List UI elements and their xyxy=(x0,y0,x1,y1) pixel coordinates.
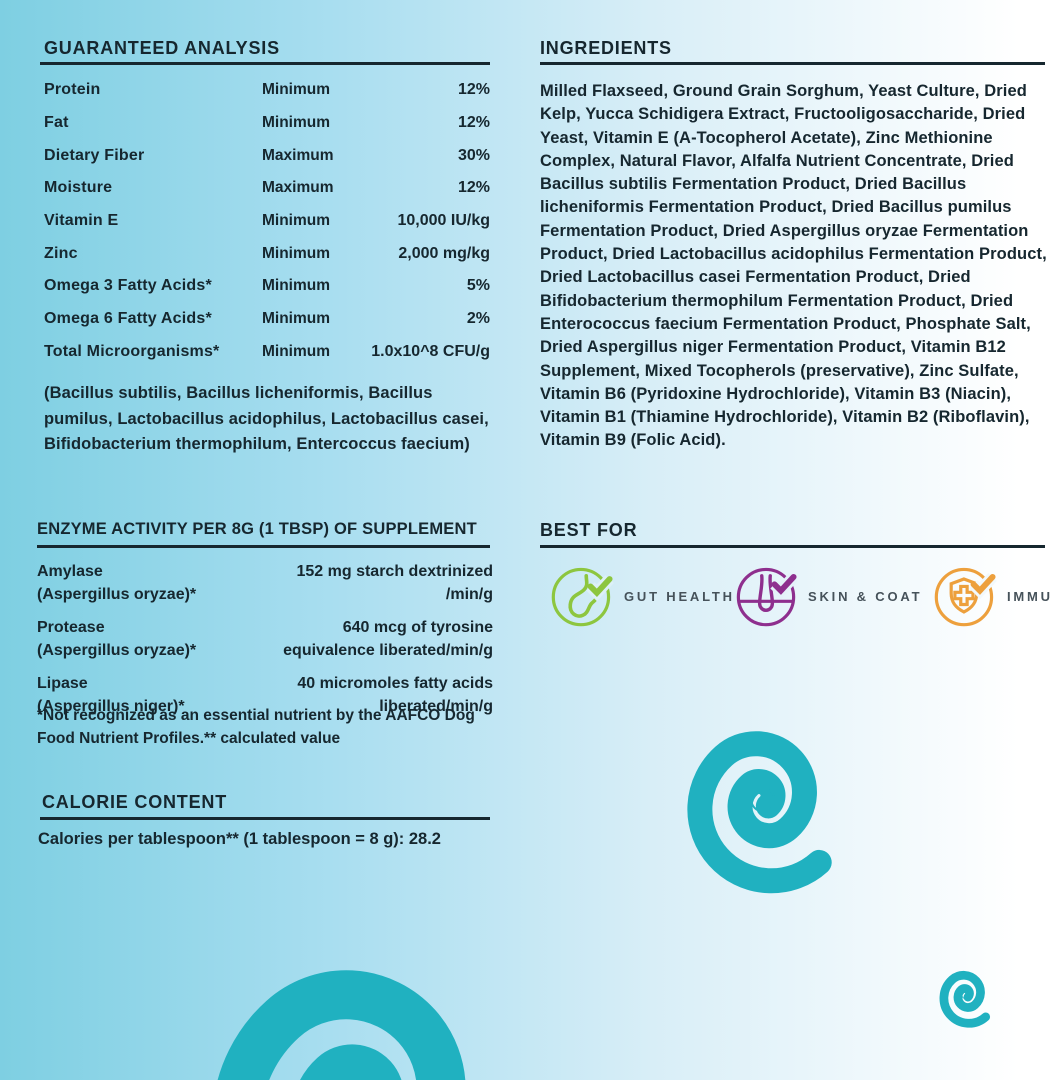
nutrient-qualifier: Minimum xyxy=(262,277,331,295)
divider xyxy=(37,545,490,548)
nutrient-value: 12% xyxy=(457,81,490,99)
table-row: Fat Minimum 12% xyxy=(44,107,490,140)
nutrient-value: 2% xyxy=(466,310,490,328)
nutrient-value: 5% xyxy=(466,277,490,295)
nutrient-qualifier: Minimum xyxy=(262,81,331,99)
shield-cross-check-icon xyxy=(934,567,997,627)
best-for-title: BEST FOR xyxy=(540,520,638,540)
enzyme-source: (Aspergillus oryzae)* xyxy=(37,642,197,659)
best-for-label: SKIN & COAT xyxy=(808,588,923,604)
table-row: Omega 3 Fatty Acids* Minimum 5% xyxy=(44,270,490,303)
table-row: Lipase (Aspergillus niger)* 40 micromole… xyxy=(37,672,493,718)
enzyme-activity-table: Amylase (Aspergillus oryzae)* 152 mg sta… xyxy=(37,560,493,728)
enzyme-activity-title: ENZYME ACTIVITY PER 8G (1 TBSP) OF SUPPL… xyxy=(37,520,477,538)
nutrient-qualifier: Maximum xyxy=(262,179,334,197)
check-icon xyxy=(587,576,613,598)
microorganism-species-note: (Bacillus subtilis, Bacillus licheniform… xyxy=(44,384,489,453)
nutrient-value: 10,000 IU/kg xyxy=(397,212,491,230)
nutrient-name: Dietary Fiber xyxy=(44,146,145,164)
enzyme-name: Lipase xyxy=(37,675,88,692)
enzyme-value: 152 mg starch dextrinized /min/g xyxy=(296,563,493,603)
check-icon xyxy=(970,573,996,595)
table-row: Vitamin E Minimum 10,000 IU/kg xyxy=(44,205,490,238)
ingredients-text: Milled Flaxseed, Ground Grain Sorghum, Y… xyxy=(540,82,1047,450)
table-row: Protease (Aspergillus oryzae)* 640 mcg o… xyxy=(37,616,493,662)
nutrient-qualifier: Minimum xyxy=(262,114,331,132)
nutrient-qualifier: Minimum xyxy=(262,212,331,230)
nutrient-value: 2,000 mg/kg xyxy=(398,244,490,262)
best-for-item-immune: IMMUNE xyxy=(931,562,1050,630)
enzyme-name-source: Amylase (Aspergillus oryzae)* xyxy=(37,560,262,606)
best-for-item-skin-coat: SKIN & COAT xyxy=(732,562,922,630)
enzyme-value: 40 micromoles fatty acids liberated/min/… xyxy=(297,675,493,715)
guaranteed-analysis-table: Protein Minimum 12% Fat Minimum 12% Diet… xyxy=(44,74,490,368)
nutrient-qualifier: Maximum xyxy=(262,146,334,164)
nutrient-name: Total Microorganisms* xyxy=(44,342,220,360)
best-for-label: GUT HEALTH xyxy=(624,588,735,604)
table-row: Amylase (Aspergillus oryzae)* 152 mg sta… xyxy=(37,560,493,606)
nutrient-name: Vitamin E xyxy=(44,212,119,230)
divider xyxy=(40,817,490,820)
table-row: Dietary Fiber Maximum 30% xyxy=(44,139,490,172)
nutrient-name: Fat xyxy=(44,114,69,132)
nutrient-value: 12% xyxy=(457,114,490,132)
spiral-graphic xyxy=(939,970,991,1028)
spiral-graphic xyxy=(211,970,495,1080)
nutrient-qualifier: Minimum xyxy=(262,244,331,262)
calorie-content-title: CALORIE CONTENT xyxy=(42,792,227,812)
divider xyxy=(540,545,1045,548)
nutrient-value: 1.0x10^8 CFU/g xyxy=(371,342,490,360)
nutrient-name: Zinc xyxy=(44,244,78,262)
nutrient-value: 12% xyxy=(457,179,490,197)
best-for-item-gut-health: GUT HEALTH xyxy=(548,562,735,630)
enzyme-name-source: Protease (Aspergillus oryzae)* xyxy=(37,616,262,662)
enzyme-name-source: Lipase (Aspergillus niger)* xyxy=(37,672,262,718)
enzyme-source: (Aspergillus niger)* xyxy=(37,698,185,715)
table-row: Zinc Minimum 2,000 mg/kg xyxy=(44,237,490,270)
table-row: Protein Minimum 12% xyxy=(44,74,490,107)
ingredients-title: INGREDIENTS xyxy=(540,38,672,58)
check-icon xyxy=(771,573,797,595)
table-row: Moisture Maximum 12% xyxy=(44,172,490,205)
table-row: Total Microorganisms* Minimum 1.0x10^8 C… xyxy=(44,336,490,369)
enzyme-name: Amylase xyxy=(37,563,103,580)
spiral-graphic xyxy=(687,731,832,894)
enzyme-value: 640 mcg of tyrosine equivalence liberate… xyxy=(283,619,493,659)
guaranteed-analysis-title: GUARANTEED ANALYSIS xyxy=(44,38,280,58)
nutrient-qualifier: Minimum xyxy=(262,310,331,328)
hair-follicle-check-icon xyxy=(736,567,798,627)
enzyme-source: (Aspergillus oryzae)* xyxy=(37,586,197,603)
nutrient-name: Moisture xyxy=(44,179,113,197)
stomach-check-icon xyxy=(551,567,614,627)
nutrient-qualifier: Minimum xyxy=(262,342,331,360)
divider xyxy=(540,62,1045,65)
nutrient-name: Omega 3 Fatty Acids* xyxy=(44,277,212,295)
best-for-label: IMMUNE xyxy=(1007,588,1050,604)
divider xyxy=(40,62,490,65)
aafco-footnote: *Not recognized as an essential nutrient… xyxy=(37,707,475,747)
table-row: Omega 6 Fatty Acids* Minimum 2% xyxy=(44,303,490,336)
nutrient-name: Omega 6 Fatty Acids* xyxy=(44,310,212,328)
calorie-content-line: Calories per tablespoon** (1 tablespoon … xyxy=(38,830,441,848)
nutrient-value: 30% xyxy=(457,146,490,164)
nutrient-name: Protein xyxy=(44,81,101,99)
enzyme-name: Protease xyxy=(37,619,105,636)
